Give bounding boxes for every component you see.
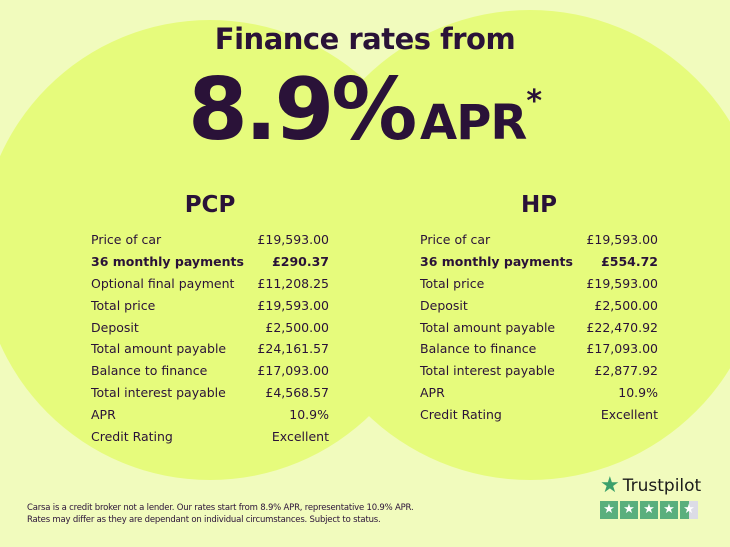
row-value: £22,470.92 xyxy=(586,319,658,335)
row-value: Excellent xyxy=(600,407,658,423)
table-row: Total amount payable £24,161.57 xyxy=(91,338,329,360)
row-label: Deposit xyxy=(420,297,468,313)
row-value: £4,568.57 xyxy=(265,385,329,401)
row-value: Excellent xyxy=(271,429,329,445)
row-label: Optional final payment xyxy=(91,275,235,291)
row-label: Balance to finance xyxy=(420,341,537,357)
row-label: Price of car xyxy=(420,232,491,247)
rating-star-icon: ★ xyxy=(600,501,618,519)
row-value: £19,593.00 xyxy=(586,232,658,247)
star-icon: ★ xyxy=(600,473,620,498)
table-row: APR 10.9% xyxy=(91,404,329,426)
row-value: £290.37 xyxy=(272,253,329,269)
table-row: APR 10.9% xyxy=(420,382,658,404)
row-label: Balance to finance xyxy=(91,363,208,379)
rating-star-icon: ★ xyxy=(680,501,698,519)
table-row: Balance to finance £17,093.00 xyxy=(420,338,658,360)
row-label: 36 monthly payments xyxy=(420,253,573,269)
table-row: Optional final payment £11,208.25 xyxy=(91,273,329,295)
row-value: £2,500.00 xyxy=(265,319,329,335)
row-label: Credit Rating xyxy=(91,429,173,445)
pcp-table: PCP Price of car £19,593.00 36 monthly pay… xyxy=(91,192,329,448)
row-label: APR xyxy=(420,385,445,401)
row-value: 10.9% xyxy=(289,407,329,423)
row-label: Total interest payable xyxy=(420,363,555,379)
row-value: £24,161.57 xyxy=(257,341,329,357)
row-value: £19,593.00 xyxy=(257,232,329,247)
row-value: £2,877.92 xyxy=(594,363,658,379)
table-row: Credit Rating Excellent xyxy=(420,404,658,426)
row-label: Total amount payable xyxy=(91,341,227,357)
row-value: £554.72 xyxy=(601,253,658,269)
rating-star-icon: ★ xyxy=(640,501,658,519)
asterisk: * xyxy=(526,84,543,119)
table-row: Total interest payable £2,877.92 xyxy=(420,360,658,382)
trustpilot-name: Trustpilot xyxy=(622,475,702,496)
hp-table: HP Price of car £19,593.00 36 monthly paym… xyxy=(420,192,658,426)
row-value: £17,093.00 xyxy=(586,341,658,357)
decorative-circle-right xyxy=(295,10,730,480)
table-row: Balance to finance £17,093.00 xyxy=(91,360,329,382)
trustpilot-badge[interactable]: ★ Trustpilot ★ ★ ★ ★ ★ xyxy=(600,473,701,519)
table-row: Total amount payable £22,470.92 xyxy=(420,317,658,339)
page-title: Finance rates from xyxy=(214,22,516,56)
rate-value: 8.9% xyxy=(187,60,418,160)
row-value: £19,593.00 xyxy=(586,275,658,291)
table-row: Deposit £2,500.00 xyxy=(420,295,658,317)
table-row: Credit Rating Excellent xyxy=(91,426,329,448)
headline-rate: 8.9% APR* xyxy=(0,60,730,160)
row-label: Total price xyxy=(420,275,485,291)
row-label: Total interest payable xyxy=(91,385,226,401)
disclaimer-line: Carsa is a credit broker not a lender. O… xyxy=(27,503,414,513)
row-value: £19,593.00 xyxy=(257,297,329,313)
row-value: £11,208.25 xyxy=(257,275,329,291)
table-row: 36 monthly payments £290.37 xyxy=(91,251,329,273)
table-row: Total interest payable £4,568.57 xyxy=(91,382,329,404)
row-label: 36 monthly payments xyxy=(91,253,244,269)
disclaimer: Carsa is a credit broker not a lender. O… xyxy=(27,502,414,526)
table-row: Deposit £2,500.00 xyxy=(91,317,329,339)
row-value: £2,500.00 xyxy=(594,297,658,313)
row-value: £17,093.00 xyxy=(257,363,329,379)
row-label: Credit Rating xyxy=(420,407,502,423)
trustpilot-rating: ★ ★ ★ ★ ★ xyxy=(600,501,701,519)
row-label: Total price xyxy=(91,297,156,313)
rate-unit: APR xyxy=(420,95,527,151)
table-row: Price of car £19,593.00 xyxy=(91,229,329,251)
row-label: APR xyxy=(91,407,116,423)
hp-title: HP xyxy=(520,192,558,218)
rating-star-icon: ★ xyxy=(660,501,678,519)
row-label: Deposit xyxy=(91,319,139,335)
row-label: Total amount payable xyxy=(420,319,556,335)
table-row: Total price £19,593.00 xyxy=(91,295,329,317)
table-row: Total price £19,593.00 xyxy=(420,273,658,295)
disclaimer-line: Rates may differ as they are dependant o… xyxy=(27,515,381,525)
pcp-title: PCP xyxy=(184,192,236,218)
table-row: Price of car £19,593.00 xyxy=(420,229,658,251)
rating-star-icon: ★ xyxy=(620,501,638,519)
table-row: 36 monthly payments £554.72 xyxy=(420,251,658,273)
row-value: 10.9% xyxy=(618,385,658,401)
row-label: Price of car xyxy=(91,232,162,247)
